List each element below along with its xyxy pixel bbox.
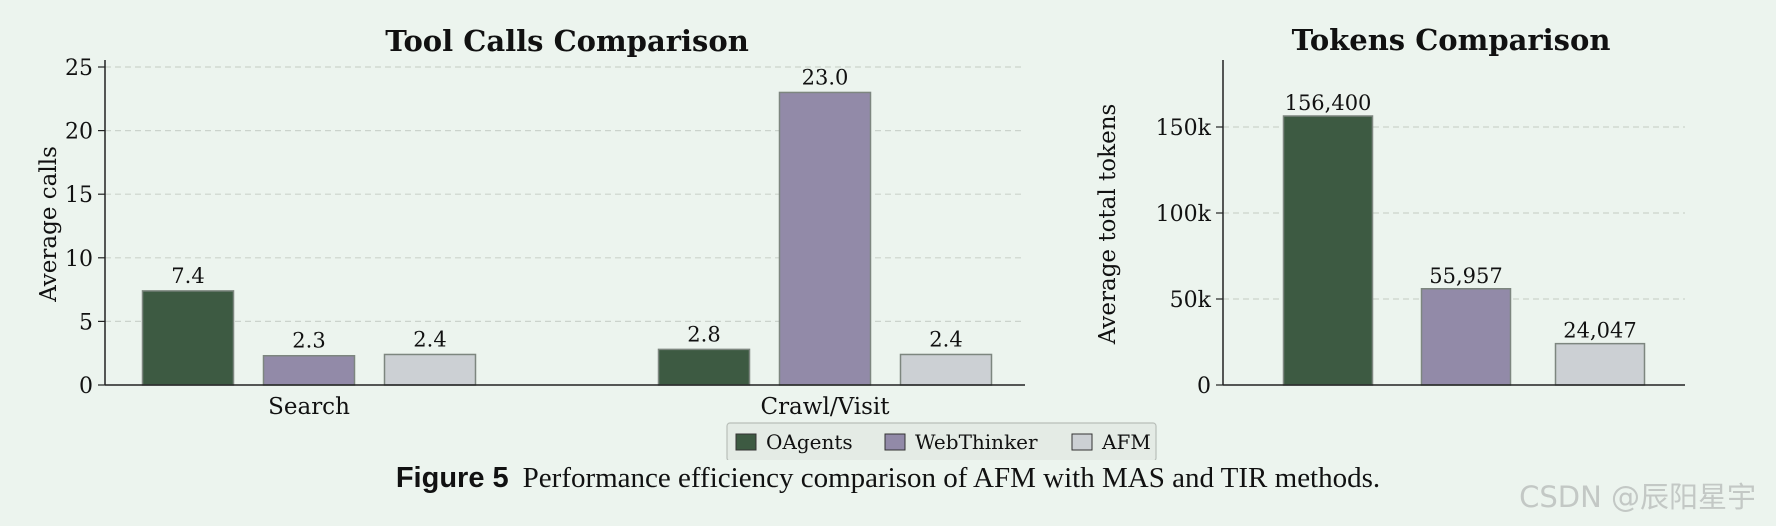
bar-value-label: 7.4 <box>171 264 204 288</box>
tokens-y-label: Average total tokens <box>1095 104 1121 346</box>
tool-calls-category-label: Crawl/Visit <box>760 394 890 420</box>
bar-afm-crawl-visit <box>899 353 993 386</box>
legend-label-oagents: OAgents <box>766 430 853 454</box>
tool-calls-y-tick-label: 0 <box>79 374 93 399</box>
bar-oagents-search <box>141 290 235 386</box>
figure: 7.4 2.3 2.4 2.8 23.0 2.4 0 5 10 15 20 25 Search Cra… <box>36 23 1685 460</box>
tool-calls-title: Tool Calls Comparison <box>385 24 749 58</box>
tokens-y-ticks: 0 50k 100k 150k <box>1156 116 1223 399</box>
figure-caption: Figure 5 Performance efficiency compariso… <box>0 458 1776 498</box>
legend: OAgents WebThinker AFM <box>726 422 1157 460</box>
tool-calls-category-label: Search <box>268 394 350 420</box>
tokens-y-tick-label: 100k <box>1156 202 1212 227</box>
tool-calls-gridlines <box>105 66 1025 322</box>
legend-items: OAgents WebThinker AFM <box>735 430 1151 454</box>
bar-value-label: 156,400 <box>1285 91 1372 115</box>
tokens-y-tick-label: 50k <box>1170 288 1212 313</box>
bar-value-label: 2.4 <box>413 327 446 351</box>
legend-swatch-oagents <box>735 433 757 451</box>
bar-webthinker-crawl-visit <box>778 91 872 386</box>
tool-calls-y-tick-label: 10 <box>65 247 93 272</box>
tool-calls-y-tick-label: 15 <box>65 183 93 208</box>
bar-value-label: 2.3 <box>292 329 325 353</box>
tokens-y-tick-label: 0 <box>1197 374 1211 399</box>
bar-afm-search <box>383 353 477 386</box>
tool-calls-y-tick-label: 25 <box>65 56 93 81</box>
bar-tokens-oagents <box>1282 115 1374 386</box>
tool-calls-chart: 7.4 2.3 2.4 2.8 23.0 2.4 0 5 10 15 20 25 Search Cra… <box>36 24 1025 420</box>
tool-calls-y-tick-label: 5 <box>79 310 93 335</box>
tokens-y-tick-label: 150k <box>1156 116 1212 141</box>
tokens-chart: 156,400 55,957 24,047 0 50k 100k 150k Tokens … <box>1095 23 1685 399</box>
bar-value-label: 55,957 <box>1429 264 1502 288</box>
legend-label-webthinker: WebThinker <box>915 430 1038 454</box>
bar-tokens-webthinker <box>1420 288 1512 386</box>
bar-oagents-crawl-visit <box>657 348 751 386</box>
bar-value-label: 24,047 <box>1563 319 1636 343</box>
bar-value-label: 2.8 <box>687 322 720 346</box>
figure-caption-label: Figure 5 <box>395 462 509 494</box>
legend-swatch-afm <box>1071 433 1093 451</box>
bar-webthinker-search <box>262 354 356 386</box>
legend-label-afm: AFM <box>1101 430 1151 454</box>
tool-calls-y-tick-label: 20 <box>65 120 93 145</box>
tool-calls-bars: 7.4 2.3 2.4 2.8 23.0 2.4 <box>141 65 993 386</box>
figure-caption-text: Performance efficiency comparison of AFM… <box>522 462 1381 494</box>
legend-swatch-webthinker <box>884 433 906 451</box>
bar-value-label: 2.4 <box>929 327 962 351</box>
legend-box <box>726 422 1157 460</box>
watermark: CSDN @辰阳星宇 <box>1519 480 1756 514</box>
tool-calls-y-ticks: 0 5 10 15 20 25 <box>65 56 105 399</box>
bar-tokens-afm <box>1554 342 1646 386</box>
tokens-title: Tokens Comparison <box>1292 23 1611 57</box>
tool-calls-y-label: Average calls <box>36 146 62 303</box>
bar-value-label: 23.0 <box>802 65 849 89</box>
tool-calls-categories: Search Crawl/Visit <box>268 394 890 420</box>
tokens-bars: 156,400 55,957 24,047 <box>1282 91 1646 386</box>
